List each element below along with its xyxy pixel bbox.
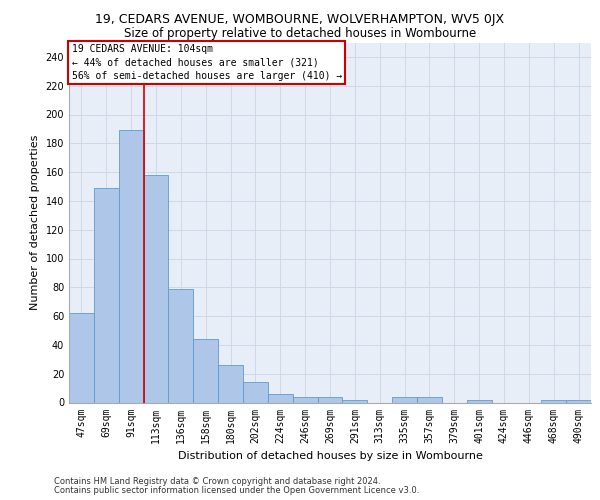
Bar — [467, 400, 491, 402]
Bar — [541, 400, 566, 402]
Bar — [317, 396, 343, 402]
Text: Size of property relative to detached houses in Wombourne: Size of property relative to detached ho… — [124, 28, 476, 40]
Y-axis label: Number of detached properties: Number of detached properties — [30, 135, 40, 310]
Bar — [566, 400, 591, 402]
Bar — [268, 394, 293, 402]
Text: Contains public sector information licensed under the Open Government Licence v3: Contains public sector information licen… — [54, 486, 419, 495]
Bar — [193, 339, 218, 402]
Bar — [94, 188, 119, 402]
Bar — [143, 175, 169, 402]
Text: 19 CEDARS AVENUE: 104sqm
← 44% of detached houses are smaller (321)
56% of semi-: 19 CEDARS AVENUE: 104sqm ← 44% of detach… — [71, 44, 342, 80]
Bar — [417, 396, 442, 402]
Bar — [169, 288, 193, 403]
Bar — [243, 382, 268, 402]
Bar — [343, 400, 367, 402]
Bar — [293, 396, 317, 402]
Bar — [392, 396, 417, 402]
X-axis label: Distribution of detached houses by size in Wombourne: Distribution of detached houses by size … — [178, 451, 482, 461]
Bar — [218, 365, 243, 403]
Bar — [119, 130, 143, 402]
Bar — [69, 313, 94, 402]
Text: Contains HM Land Registry data © Crown copyright and database right 2024.: Contains HM Land Registry data © Crown c… — [54, 477, 380, 486]
Text: 19, CEDARS AVENUE, WOMBOURNE, WOLVERHAMPTON, WV5 0JX: 19, CEDARS AVENUE, WOMBOURNE, WOLVERHAMP… — [95, 12, 505, 26]
